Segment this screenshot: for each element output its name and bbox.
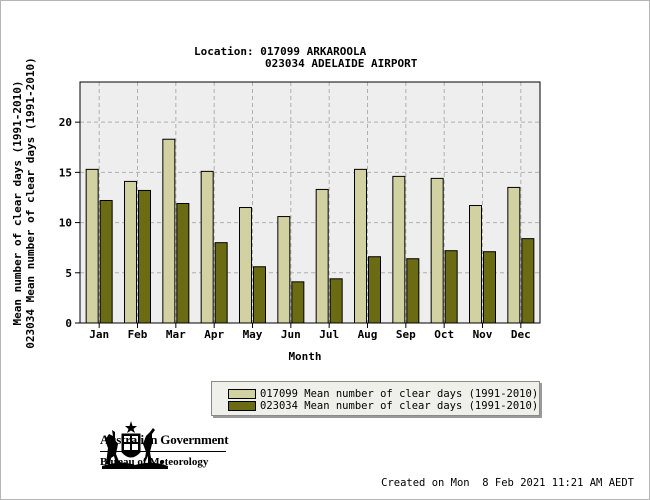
- x-tick-label: Feb: [128, 328, 148, 341]
- legend-entry: 023034 Mean number of clear days (1991-2…: [228, 400, 538, 412]
- legend-swatch-series-2: [228, 401, 256, 411]
- chart-title-line2: 023034 ADELAIDE AIRPORT: [265, 57, 418, 70]
- x-tick-label: Jun: [281, 328, 301, 341]
- x-tick-label: Apr: [204, 328, 224, 341]
- government-branding: Australian Government Bureau of Meteorol…: [100, 432, 229, 468]
- x-tick-label: May: [243, 328, 263, 341]
- coat-of-arms-logo: [102, 421, 168, 469]
- y-tick-label: 20: [59, 116, 72, 129]
- bar-series-1: [354, 168, 367, 324]
- y-axis-label-1: Mean number of clear days (1991-2010): [11, 80, 24, 325]
- bar-series-1: [430, 177, 444, 324]
- bar-series-2: [406, 258, 420, 324]
- created-timestamp: Created on Mon 8 Feb 2021 11:21 AM AEDT: [381, 477, 634, 489]
- y-tick-label: 5: [65, 267, 72, 280]
- bar-series-2: [483, 251, 496, 324]
- bar-series-1: [392, 175, 406, 324]
- bar-series-2: [138, 189, 151, 324]
- plot-area: 0 5 10 15 20 Jan Feb Mar Apr May Jun Jul Aug Sep Oct No…: [59, 81, 541, 341]
- bar-series-2: [444, 250, 458, 324]
- bar-chart: Location: 017099 ARKAROOLA 023034 ADELAI…: [11, 45, 541, 363]
- bar-series-2: [329, 278, 343, 324]
- x-tick-label: Mar: [166, 328, 186, 341]
- y-tick-label: 10: [59, 217, 72, 230]
- legend-swatch-series-1: [228, 389, 256, 399]
- bar-series-1: [239, 207, 252, 324]
- bar-series-1: [124, 180, 137, 324]
- x-tick-label: Jan: [89, 328, 109, 341]
- x-tick-label: Jul: [319, 328, 339, 341]
- x-tick-label: Aug: [358, 328, 378, 341]
- bar-series-1: [315, 188, 329, 324]
- bar-series-1: [507, 186, 521, 324]
- bar-series-1: [162, 138, 176, 324]
- bar-series-1: [200, 170, 214, 324]
- legend-entry: 017099 Mean number of clear days (1991-2…: [228, 388, 538, 400]
- gov-title: Australian Government: [100, 432, 229, 447]
- bar-series-1: [277, 216, 291, 324]
- y-tick-label: 0: [65, 317, 72, 330]
- x-tick-label: Oct: [434, 328, 454, 341]
- gov-divider: [100, 451, 226, 452]
- legend-label-series-1: 017099 Mean number of clear days (1991-2…: [260, 388, 539, 400]
- bar-series-2: [99, 199, 113, 324]
- y-tick-label: 15: [59, 166, 72, 179]
- bar-series-1: [469, 205, 482, 324]
- chart-title-line1: Location: 017099 ARKAROOLA: [194, 45, 367, 58]
- bar-series-2: [368, 256, 381, 324]
- bar-series-2: [176, 203, 190, 324]
- bar-series-2: [214, 242, 228, 324]
- bar-series-1: [85, 168, 99, 324]
- gov-subtitle: Bureau of Meteorology: [100, 456, 209, 468]
- x-tick-label: Nov: [473, 328, 493, 341]
- bar-series-2: [521, 238, 535, 324]
- y-axis-label-2: 023034 Mean number of clear days (1991-2…: [24, 57, 37, 348]
- bar-series-2: [291, 281, 305, 324]
- bar-series-2: [253, 266, 266, 324]
- x-tick-label: Dec: [511, 328, 531, 341]
- x-tick-label: Sep: [396, 328, 416, 341]
- chart-legend: 017099 Mean number of clear days (1991-2…: [211, 381, 540, 416]
- plot-background: [80, 82, 540, 323]
- plot-border: [79, 81, 541, 324]
- x-axis-label: Month: [288, 350, 321, 363]
- legend-label-series-2: 023034 Mean number of clear days (1991-2…: [260, 400, 539, 412]
